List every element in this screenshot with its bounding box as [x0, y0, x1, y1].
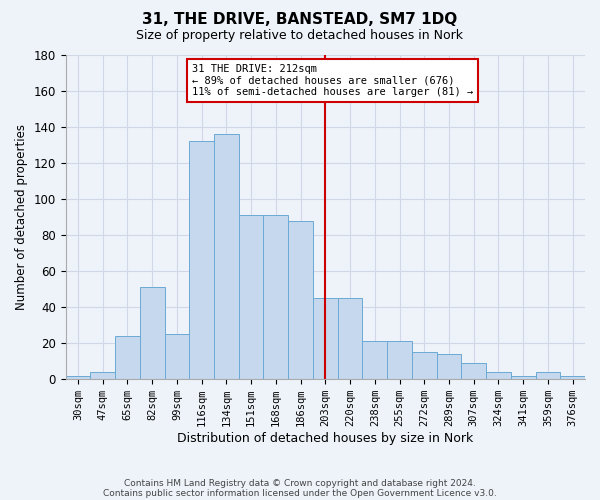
Bar [387, 342, 412, 379]
Bar [164, 334, 190, 379]
Bar [91, 372, 115, 379]
Bar [536, 372, 560, 379]
Y-axis label: Number of detached properties: Number of detached properties [15, 124, 28, 310]
Text: Contains HM Land Registry data © Crown copyright and database right 2024.: Contains HM Land Registry data © Crown c… [124, 478, 476, 488]
Bar [190, 142, 214, 379]
Bar [313, 298, 338, 379]
Bar [486, 372, 511, 379]
Bar [263, 216, 288, 379]
Bar [461, 363, 486, 379]
Bar [214, 134, 239, 379]
Bar [239, 216, 263, 379]
Bar [511, 376, 536, 379]
Text: 31, THE DRIVE, BANSTEAD, SM7 1DQ: 31, THE DRIVE, BANSTEAD, SM7 1DQ [142, 12, 458, 28]
Text: Size of property relative to detached houses in Nork: Size of property relative to detached ho… [137, 29, 464, 42]
Bar [437, 354, 461, 379]
Text: Contains public sector information licensed under the Open Government Licence v3: Contains public sector information licen… [103, 488, 497, 498]
Bar [362, 342, 387, 379]
Bar [140, 288, 164, 379]
X-axis label: Distribution of detached houses by size in Nork: Distribution of detached houses by size … [177, 432, 473, 445]
Text: 31 THE DRIVE: 212sqm
← 89% of detached houses are smaller (676)
11% of semi-deta: 31 THE DRIVE: 212sqm ← 89% of detached h… [192, 64, 473, 97]
Bar [288, 220, 313, 379]
Bar [65, 376, 91, 379]
Bar [115, 336, 140, 379]
Bar [560, 376, 585, 379]
Bar [412, 352, 437, 379]
Bar [338, 298, 362, 379]
